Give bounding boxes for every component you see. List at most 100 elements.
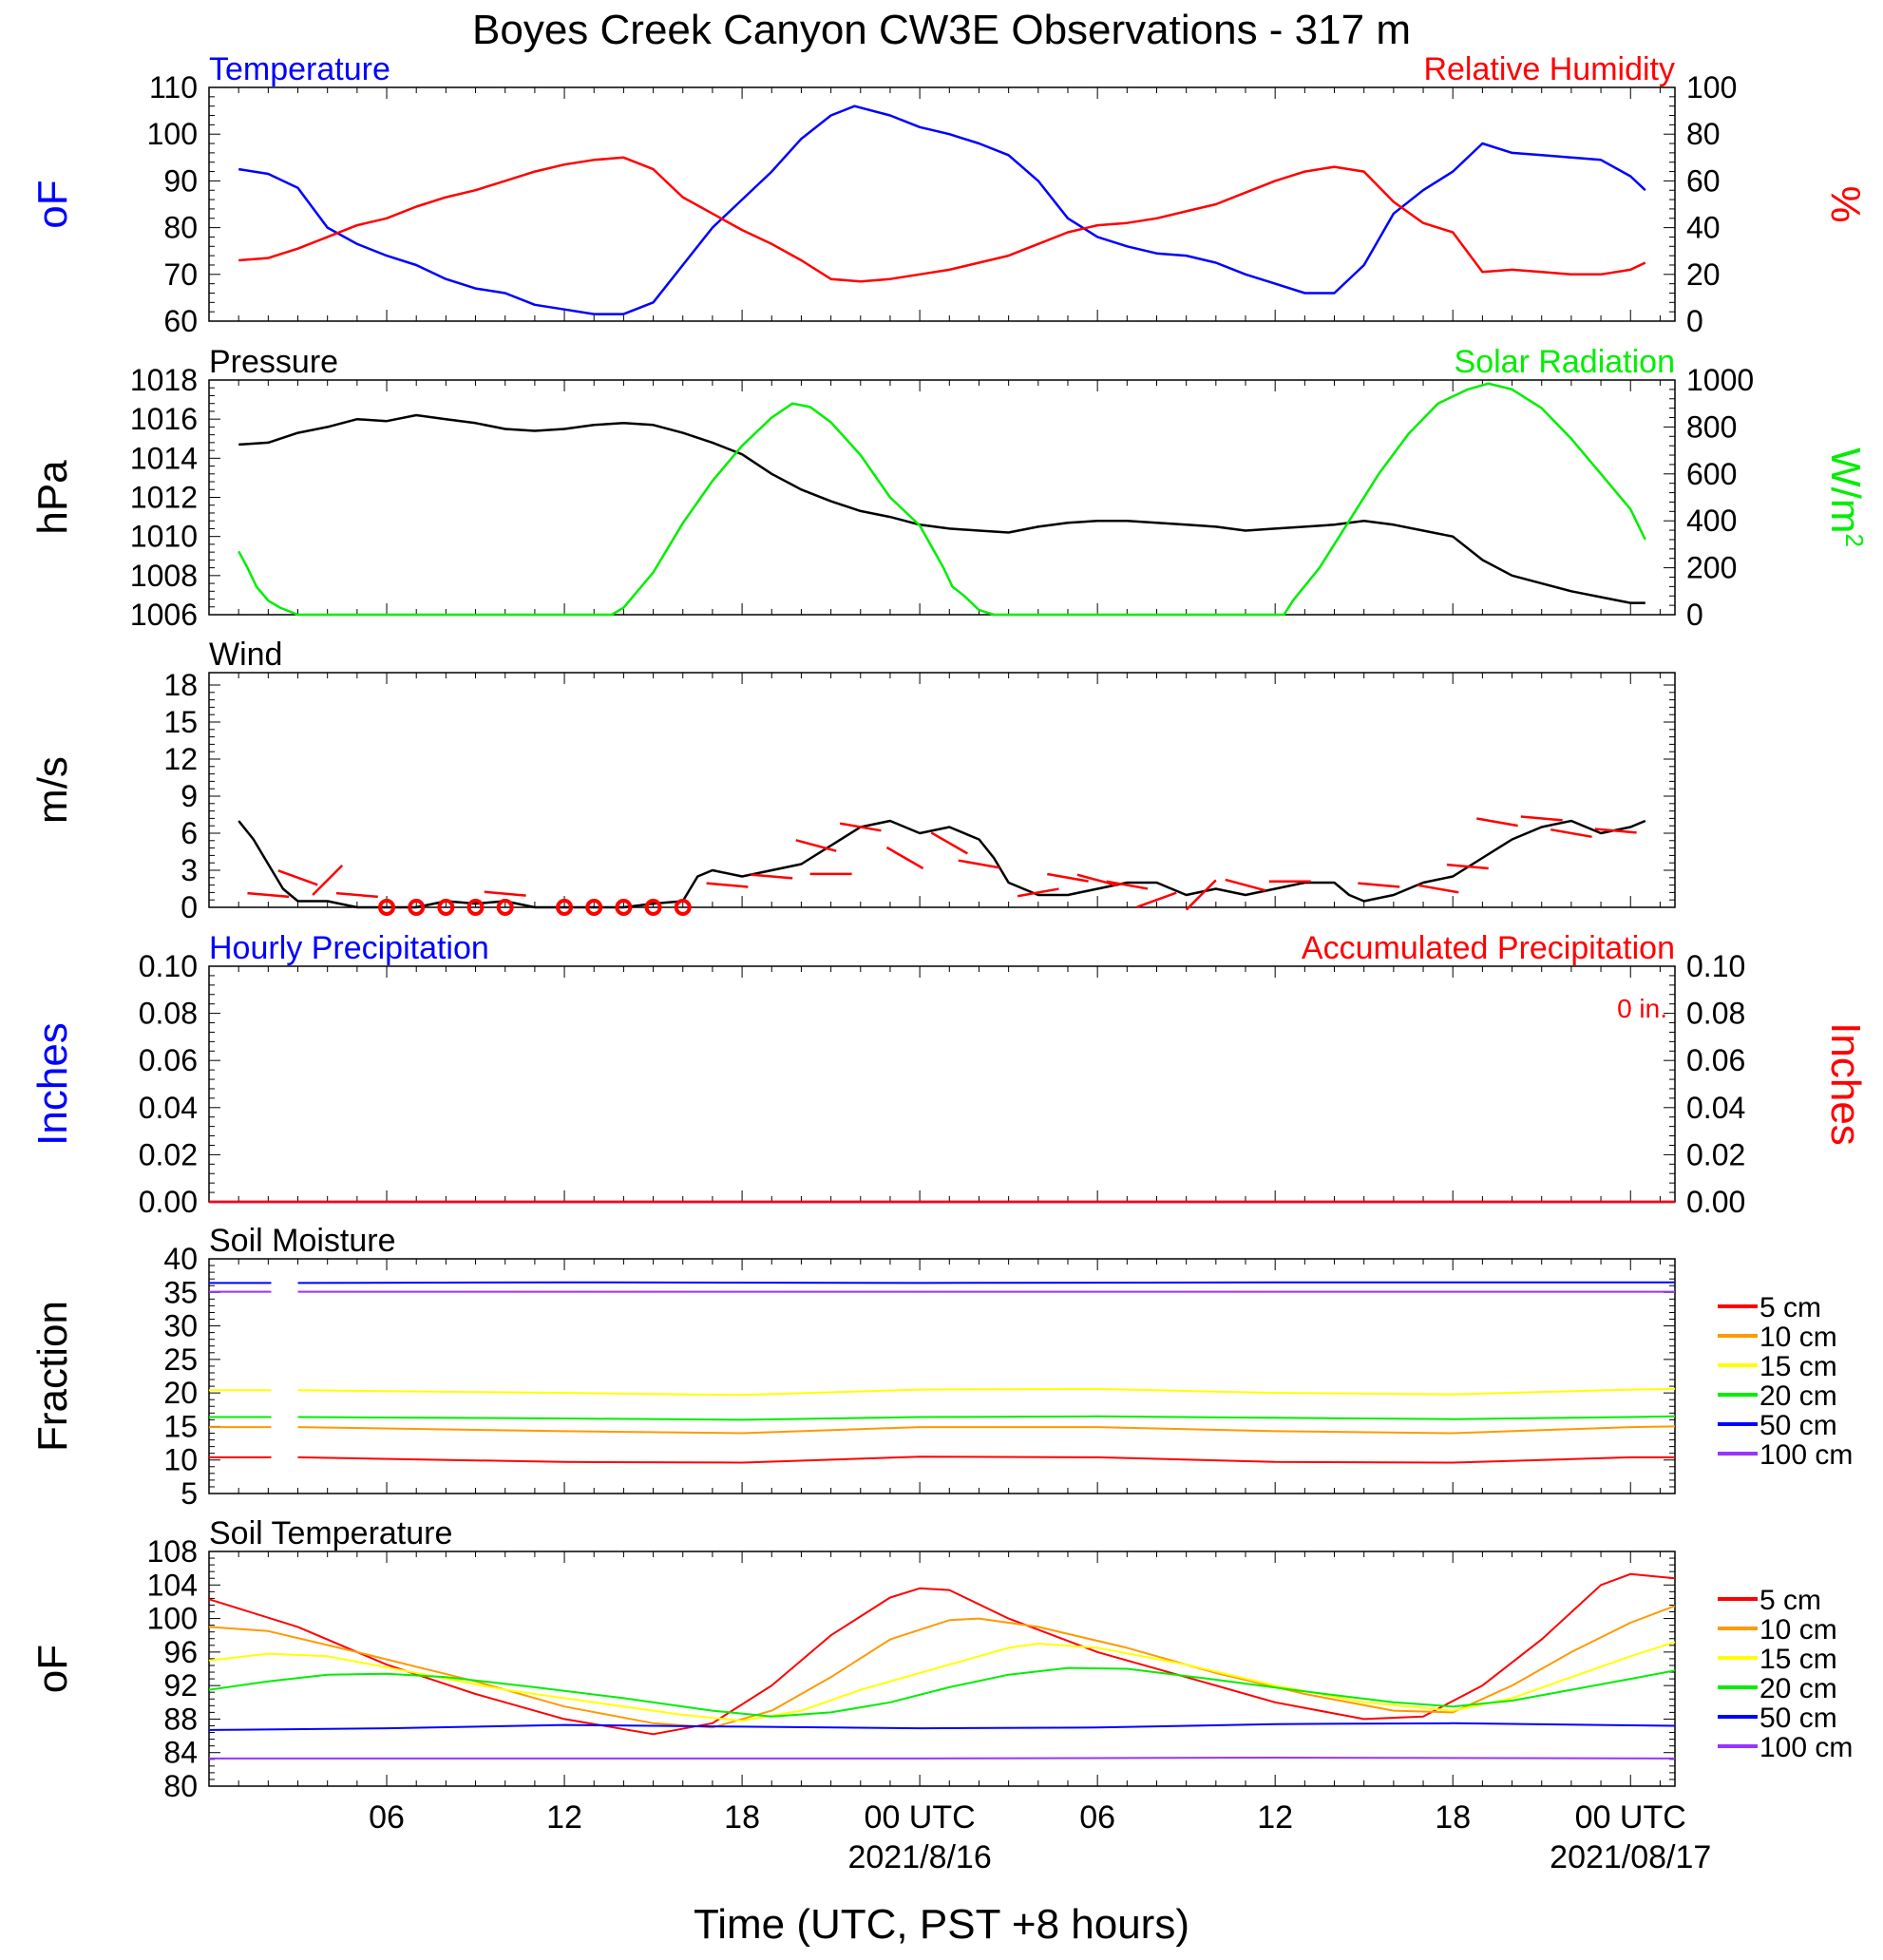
panel-title-left: Soil Temperature: [209, 1515, 452, 1551]
series-line-d20: [297, 1415, 1676, 1421]
wind-barb: [1136, 891, 1177, 908]
calm-wind-marker: [437, 899, 455, 916]
y-tick-label: 0.06: [139, 1043, 198, 1077]
x-tick-label: 12: [546, 1799, 582, 1836]
y-axis-label-left: Fraction: [29, 1301, 76, 1452]
x-tick-label: 00 UTC: [865, 1799, 976, 1836]
wind-barb: [1550, 828, 1592, 839]
calm-wind-marker: [408, 899, 426, 916]
legend-label: 20 cm: [1759, 1380, 1837, 1412]
y-right-tick-label: 1000: [1686, 363, 1754, 397]
panel-title-left: Soil Moisture: [209, 1223, 396, 1259]
calm-wind-marker: [378, 899, 396, 916]
wind-barb: [1476, 817, 1518, 828]
y-right-tick-label: 0.10: [1686, 949, 1745, 983]
series-line-d50: [208, 1722, 1676, 1731]
wind-barb: [1417, 884, 1459, 894]
y-right-tick-label: 0.08: [1686, 997, 1745, 1031]
plot-frame: [208, 86, 1676, 322]
series-line-temperature: [238, 105, 1646, 315]
x-date-label: 2021/8/16: [847, 1839, 991, 1875]
wind-barb: [335, 891, 378, 899]
wind-barb: [1047, 872, 1089, 883]
y-tick-label: 20: [163, 1376, 198, 1410]
wind-barb: [1185, 879, 1217, 911]
y-tick-label: 1016: [130, 402, 198, 436]
y-tick-label: 5: [181, 1476, 198, 1511]
wind-barb: [1520, 815, 1563, 822]
y-tick-label: 3: [181, 853, 198, 887]
series-line-d5: [208, 1572, 1676, 1736]
y-tick-label: 1006: [130, 598, 198, 632]
series-line-d5: [297, 1456, 1675, 1464]
wind-barb: [1358, 882, 1400, 888]
panel-title-right: Accumulated Precipitation: [1302, 930, 1675, 966]
panel-title-left: Temperature: [209, 51, 390, 87]
wind-barb: [839, 822, 882, 832]
y-tick-label: 84: [163, 1736, 198, 1770]
wind-barb: [706, 882, 749, 888]
y-axis-label-left: oF: [29, 1645, 76, 1693]
y-tick-label: 0.02: [139, 1137, 198, 1171]
y-tick-label: 0.00: [139, 1185, 198, 1219]
y-axis-label-right: W/m2: [1822, 447, 1869, 547]
y-tick-label: 40: [163, 1242, 198, 1276]
legend-label: 50 cm: [1759, 1410, 1837, 1441]
plot-frame: [208, 1551, 1676, 1787]
series-line-d15: [208, 1641, 1676, 1722]
x-tick-label: 18: [1435, 1799, 1471, 1836]
y-right-tick-label: 0.00: [1686, 1185, 1745, 1219]
y-right-tick-label: 800: [1686, 409, 1737, 444]
legend-label: 100 cm: [1759, 1732, 1853, 1763]
plot-frame: [208, 379, 1676, 616]
legend-label: 15 cm: [1759, 1644, 1837, 1675]
calm-wind-marker: [615, 899, 633, 916]
y-tick-label: 60: [163, 304, 198, 338]
y-right-tick-label: 600: [1686, 457, 1737, 491]
wind-barb: [958, 859, 1000, 869]
panel-title-left: Pressure: [209, 344, 338, 380]
y-tick-label: 15: [163, 1409, 198, 1443]
panel-title-right: Solar Radiation: [1455, 344, 1675, 380]
y-tick-label: 12: [163, 742, 198, 776]
y-axis-label-left: hPa: [29, 460, 76, 535]
y-tick-label: 35: [163, 1275, 198, 1309]
y-tick-label: 80: [163, 1769, 198, 1803]
series-line-d10: [297, 1425, 1676, 1435]
wind-barb: [484, 890, 526, 897]
legend-label: 100 cm: [1759, 1439, 1853, 1471]
series-line-pressure: [238, 413, 1645, 604]
y-tick-label: 6: [181, 816, 198, 850]
calm-wind-marker: [585, 899, 603, 916]
y-tick-label: 110: [149, 70, 198, 105]
wind-barb: [312, 864, 344, 896]
y-tick-label: 1008: [130, 559, 198, 593]
series-line-d20: [208, 1666, 1676, 1718]
calm-wind-marker: [496, 899, 514, 916]
y-right-tick-label: 0.06: [1686, 1043, 1745, 1077]
series-line-humidity: [238, 156, 1646, 283]
x-tick-label: 12: [1257, 1799, 1293, 1836]
x-tick-label: 00 UTC: [1575, 1799, 1686, 1836]
wind-barb: [1017, 887, 1059, 898]
wind-barb: [247, 891, 290, 899]
y-tick-label: 96: [163, 1635, 198, 1669]
calm-wind-marker: [644, 899, 662, 916]
y-tick-label: 1010: [130, 520, 198, 554]
y-tick-label: 0.08: [139, 997, 198, 1031]
x-date-label: 2021/08/17: [1550, 1839, 1711, 1875]
legend-label: 10 cm: [1759, 1322, 1837, 1353]
y-tick-label: 1018: [130, 363, 198, 397]
y-right-tick-label: 400: [1686, 504, 1737, 538]
y-tick-label: 0: [181, 890, 198, 924]
wind-barb: [930, 831, 968, 855]
y-right-tick-label: 60: [1686, 163, 1721, 198]
wind-barb: [1076, 873, 1118, 887]
panel-precip: 0.00 0.02 0.04 0.06 0.08 0.10 0.00 0.02 0.04 0.06…: [29, 930, 1869, 1219]
y-axis-label-left: Inches: [29, 1022, 76, 1146]
y-axis-label-right: %: [1822, 185, 1869, 222]
